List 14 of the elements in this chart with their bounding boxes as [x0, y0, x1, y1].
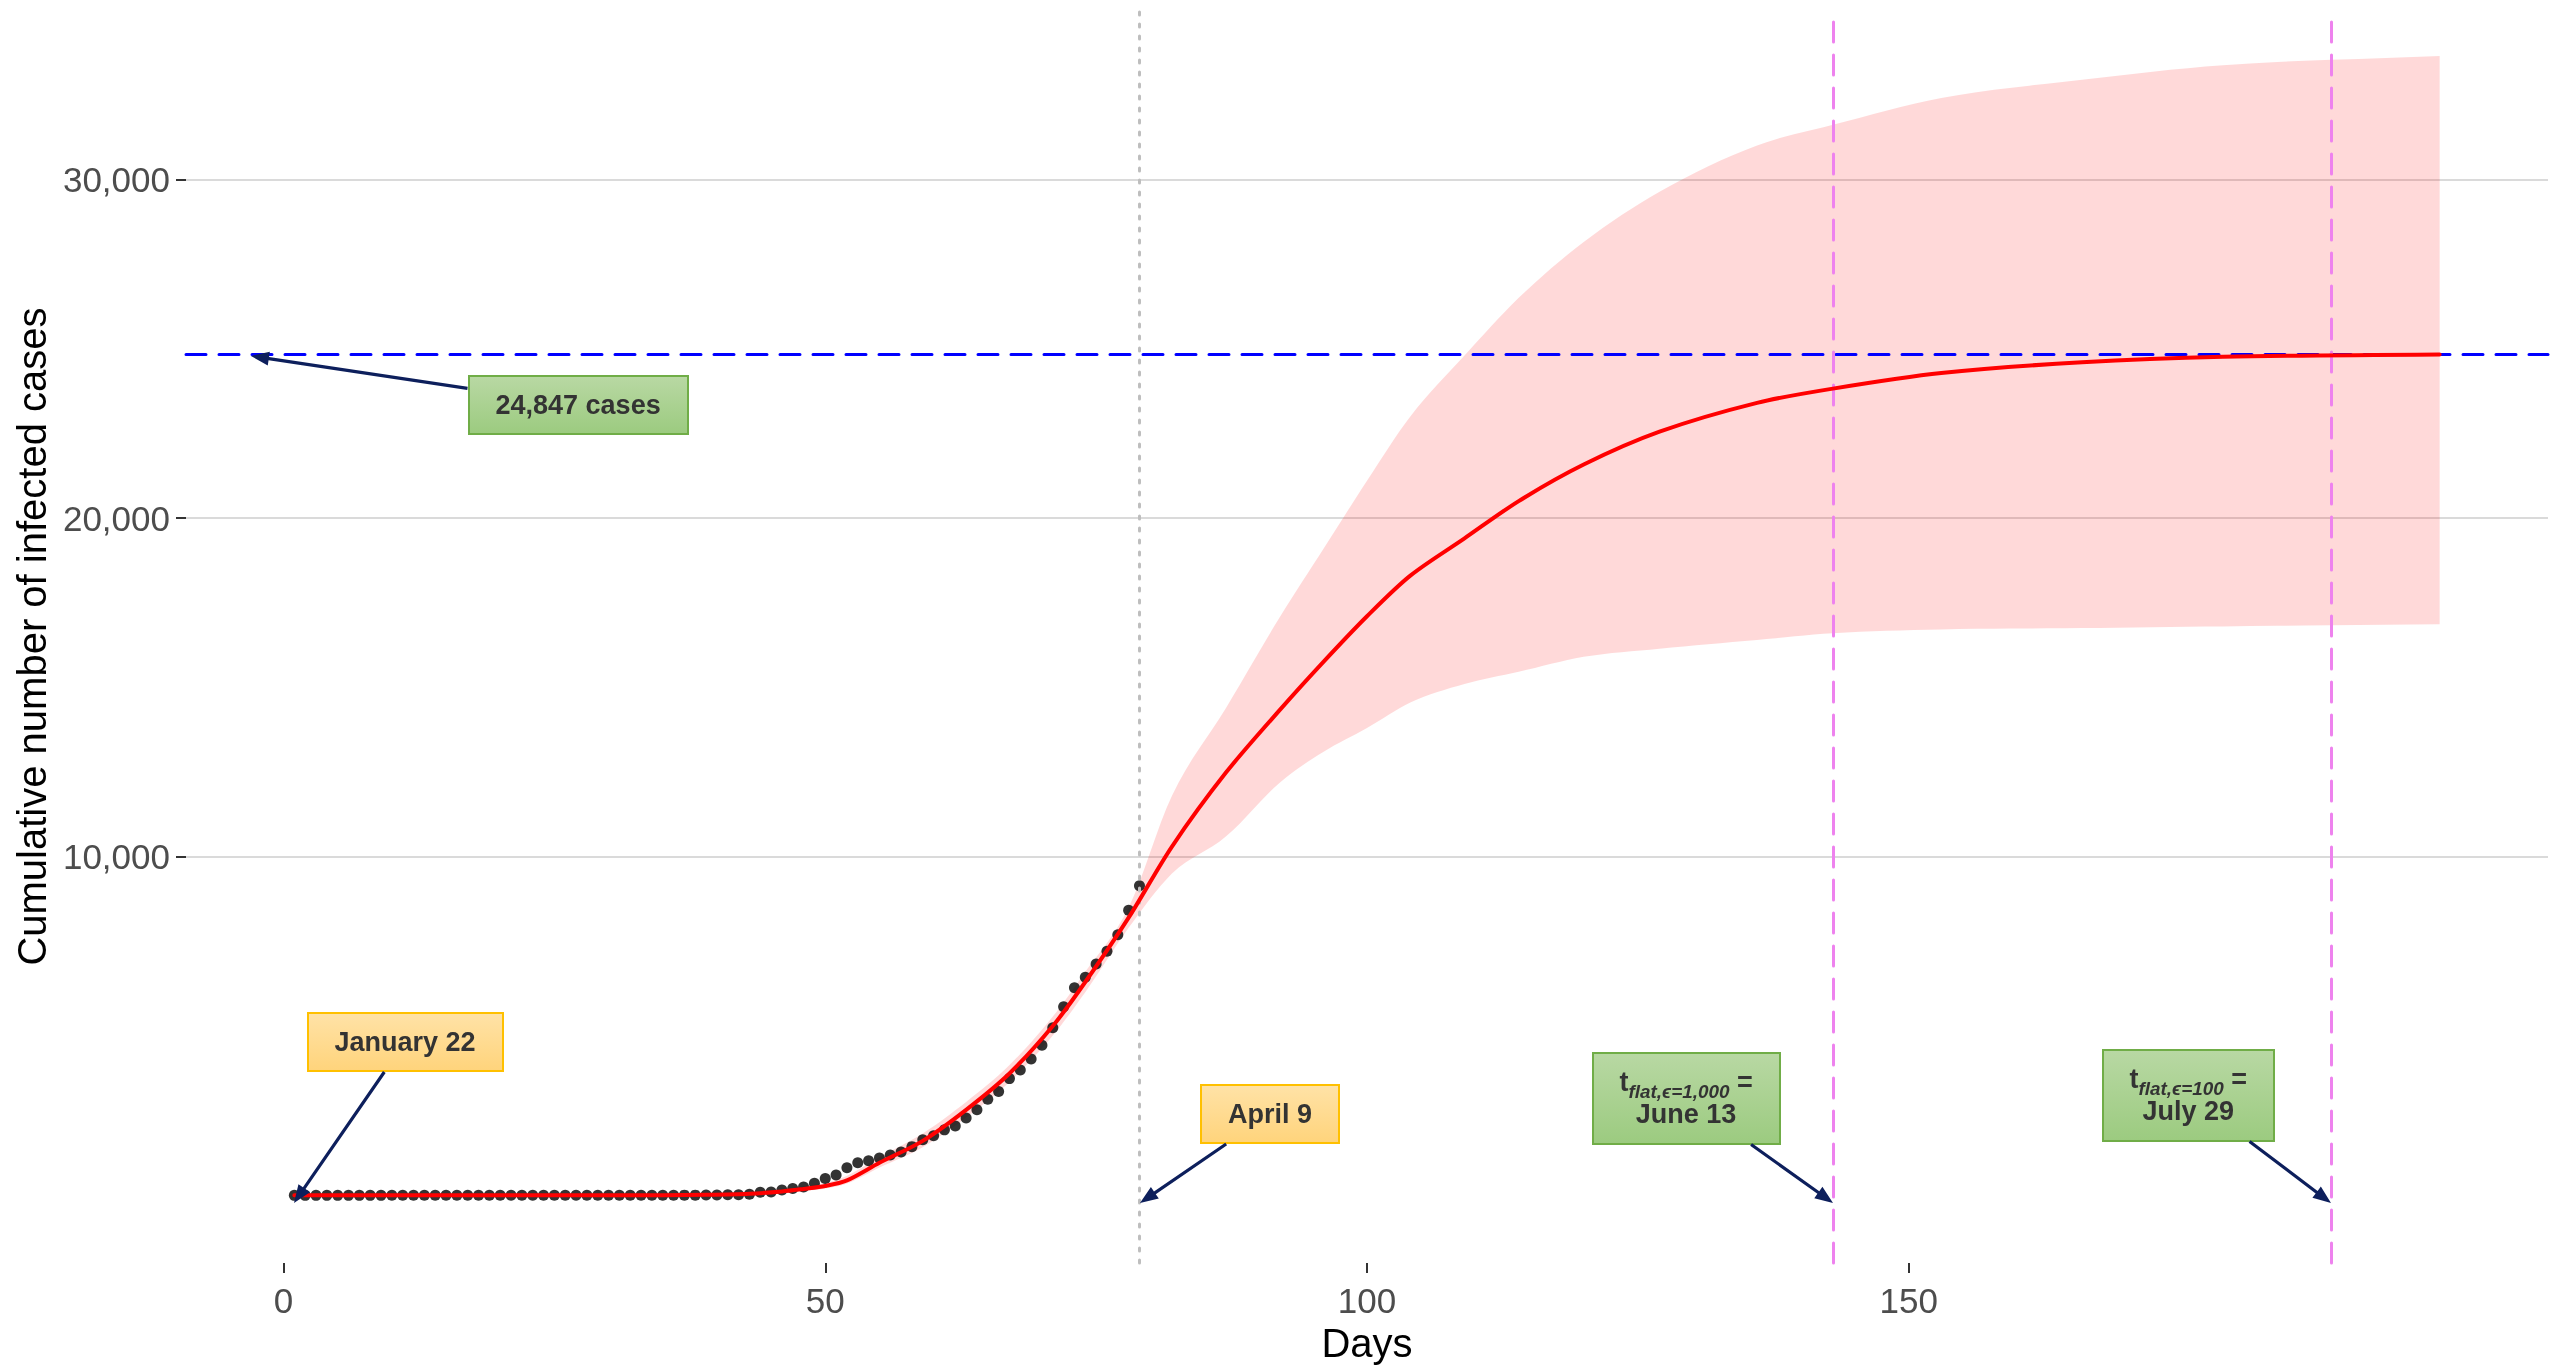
annotation: t$_{flat,ϵ=1,000}$ = June 13	[1619, 1065, 1753, 1131]
x-tick-label: 0	[273, 1281, 294, 1321]
x-axis-title: Days	[1321, 1321, 1413, 1365]
y-tick-label: 30,000	[62, 159, 170, 199]
x-tick-label: 50	[805, 1281, 845, 1321]
annotation: 24,847 cases	[495, 389, 661, 422]
x-tick-label: 150	[1879, 1281, 1938, 1321]
y-axis-title: Cumulative number of infected cases	[10, 307, 55, 966]
annotation: January 22	[334, 1026, 476, 1059]
y-tick-label: 10,000	[62, 837, 170, 877]
x-tick-label: 100	[1337, 1281, 1397, 1321]
annotation: t$_{flat,ϵ=100}$ = July 29	[2129, 1062, 2247, 1128]
y-tick-label: 20,000	[62, 498, 170, 538]
annotation: April 9	[1228, 1098, 1313, 1131]
